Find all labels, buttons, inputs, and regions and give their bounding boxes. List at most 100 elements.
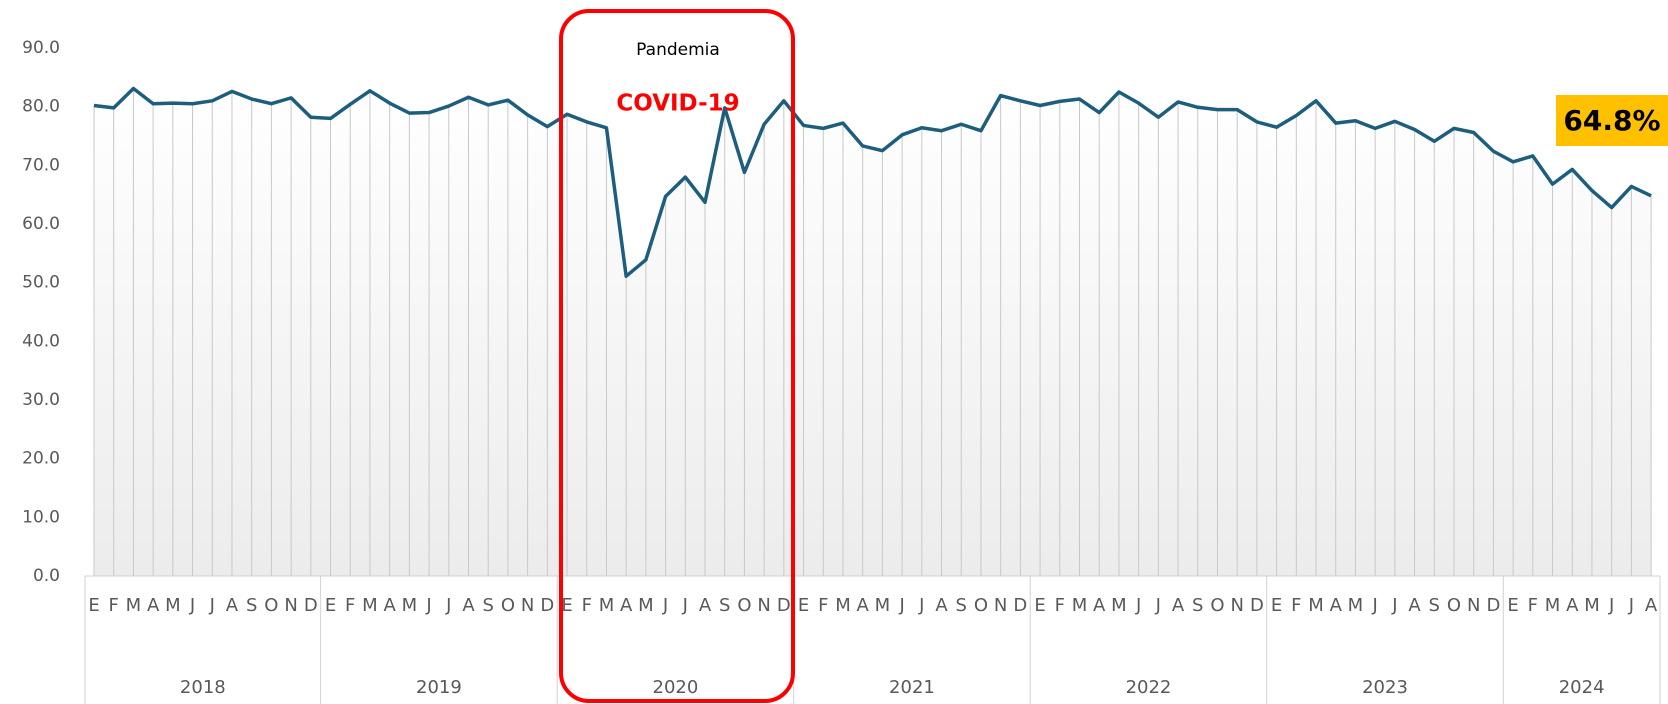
x-tick-label: D [304,595,318,616]
y-tick-label: 90.0 [22,38,60,58]
x-tick-label: J [662,595,668,616]
x-tick-label: J [1391,595,1397,616]
x-tick-label: E [798,595,809,616]
x-tick-label: N [284,595,297,616]
year-label: 2019 [416,677,462,698]
x-tick-label: S [956,595,967,616]
x-tick-label: E [325,595,336,616]
x-tick-label: F [582,595,592,616]
x-tick-label: A [620,595,633,616]
x-tick-label: O [264,595,278,616]
x-tick-label: J [918,595,924,616]
x-tick-label: M [1584,595,1600,616]
x-tick-label: N [1467,595,1480,616]
y-tick-label: 50.0 [22,273,60,293]
y-tick-label: 80.0 [22,97,60,117]
x-tick-label: E [561,595,572,616]
x-tick-label: O [737,595,751,616]
value-label: 64.8% [1563,104,1660,137]
x-tick-label: O [1210,595,1224,616]
x-tick-label: F [818,595,828,616]
x-tick-label: S [1429,595,1440,616]
x-tick-label: A [1408,595,1421,616]
x-tick-label: F [345,595,355,616]
y-tick-label: 40.0 [22,331,60,351]
value-label-box [1556,95,1668,146]
x-tick-label: A [1645,595,1658,616]
y-tick-label: 60.0 [22,214,60,234]
x-tick-label: E [1507,595,1518,616]
area-fill [94,88,1652,576]
x-tick-label: D [1013,595,1027,616]
pandemic-box [559,9,795,703]
x-tick-label: A [1093,595,1106,616]
x-tick-label: J [445,595,451,616]
x-tick-label: M [1072,595,1088,616]
x-tick-label: A [462,595,475,616]
x-tick-label: N [994,595,1007,616]
x-tick-label: F [1291,595,1301,616]
year-label: 2022 [1126,677,1172,698]
x-tick-label: M [165,595,181,616]
x-tick-label: E [1034,595,1045,616]
year-label: 2021 [889,677,935,698]
y-tick-label: 0.0 [33,566,60,586]
x-tick-label: F [1528,595,1538,616]
x-tick-label: A [1330,595,1343,616]
x-tick-label: A [383,595,396,616]
x-tick-label: M [875,595,891,616]
x-tick-label: D [540,595,554,616]
x-tick-label: S [719,595,730,616]
x-tick-label: J [898,595,904,616]
x-tick-label: S [246,595,257,616]
x-tick-label: A [699,595,712,616]
x-tick-label: O [501,595,515,616]
x-tick-label: S [482,595,493,616]
x-tick-label: D [777,595,791,616]
year-label: 2024 [1559,677,1605,698]
x-tick-label: M [638,595,654,616]
x-tick-label: M [402,595,418,616]
x-tick-label: M [599,595,615,616]
x-tick-label: F [1055,595,1065,616]
x-tick-label: E [1271,595,1282,616]
line [93,86,1652,278]
x-tick-label: N [757,595,770,616]
x-tick-label: J [1628,595,1634,616]
x-tick-label: N [1230,595,1243,616]
y-tick-label: 10.0 [22,507,60,527]
x-tick-label: M [362,595,378,616]
y-tick-label: 20.0 [22,449,60,469]
x-tick-label: M [1111,595,1127,616]
x-tick-label: A [147,595,160,616]
x-tick-label: M [126,595,142,616]
year-label: 2018 [180,677,226,698]
x-tick-label: D [1250,595,1264,616]
x-tick-label: J [1371,595,1377,616]
x-tick-label: J [425,595,431,616]
x-tick-label: M [1545,595,1561,616]
annotation: Pandemia [636,40,720,60]
x-tick-label: M [835,595,851,616]
x-tick-label: O [1447,595,1461,616]
x-tick-label: J [682,595,688,616]
annotation: COVID-19 [616,91,739,117]
x-tick-label: M [1348,595,1364,616]
x-tick-label: N [521,595,534,616]
x-tick-label: A [857,595,870,616]
x-tick-label: S [1192,595,1203,616]
x-tick-label: D [1486,595,1500,616]
x-tick-label: M [1308,595,1324,616]
x-tick-label: A [1172,595,1185,616]
x-tick-label: F [109,595,119,616]
year-label: 2023 [1362,677,1408,698]
year-label: 2020 [653,677,699,698]
x-tick-label: J [209,595,215,616]
y-tick-label: 70.0 [22,155,60,175]
x-tick-label: J [1155,595,1161,616]
x-tick-label: J [1608,595,1614,616]
x-tick-label: A [935,595,948,616]
x-tick-label: A [226,595,239,616]
x-tick-label: O [974,595,988,616]
